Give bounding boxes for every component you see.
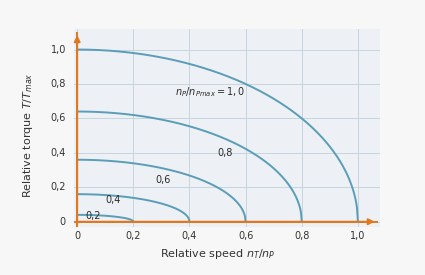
Text: 0: 0 — [60, 217, 66, 227]
Text: Relative torque $T/T_{max}$: Relative torque $T/T_{max}$ — [21, 73, 35, 198]
Text: 1,0: 1,0 — [51, 45, 66, 54]
Text: $n_P/n_{Pmax} = 1,0$: $n_P/n_{Pmax} = 1,0$ — [176, 86, 246, 100]
Text: 0,8: 0,8 — [218, 148, 233, 158]
Text: 0,4: 0,4 — [182, 231, 197, 241]
Text: 0,2: 0,2 — [51, 182, 66, 192]
Text: 0: 0 — [74, 231, 80, 241]
Text: 0,8: 0,8 — [51, 79, 66, 89]
Text: 0,8: 0,8 — [294, 231, 309, 241]
Text: 0,2: 0,2 — [125, 231, 141, 241]
Text: 0,6: 0,6 — [51, 113, 66, 123]
Text: 0,4: 0,4 — [105, 195, 121, 205]
Text: 0,2: 0,2 — [85, 211, 101, 221]
Text: Relative speed $n_T/n_P$: Relative speed $n_T/n_P$ — [160, 247, 275, 261]
Text: 0,6: 0,6 — [238, 231, 253, 241]
Text: 0,6: 0,6 — [156, 175, 171, 185]
Text: 1,0: 1,0 — [350, 231, 366, 241]
Text: 0,4: 0,4 — [51, 148, 66, 158]
